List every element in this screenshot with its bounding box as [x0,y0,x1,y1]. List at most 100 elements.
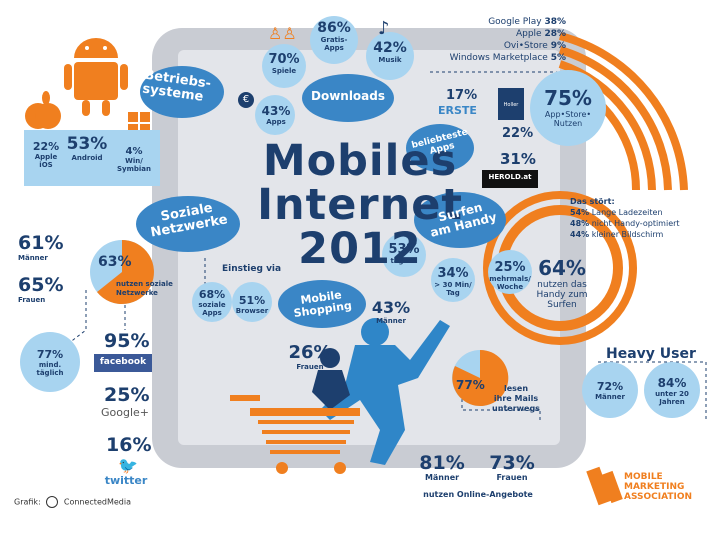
win-value: 4% [125,146,143,157]
arc-4 [559,32,688,191]
heavy-young-value: 84% [657,376,687,390]
surf-daily-label: täglich [390,257,418,265]
store-list: Google Play 38% Apple 28% Ovi•Store 9% W… [420,16,566,64]
entry-label: Einstieg via [222,264,282,274]
free-apps-label: Gratis- Apps [320,36,348,52]
mails-label: lesen ihre Mails unterwegs [492,384,540,413]
games-value: 70% [268,52,300,67]
shopper-figure-2 [312,348,350,410]
surf-weekly-value: 25% [494,260,526,275]
google-value: 25% [104,384,150,406]
downloads-label: Downloads [310,89,386,103]
mma-text: MOBILE MARKETING ASSOCIATION [624,472,693,502]
app-store-label: App•Store• Nutzen [544,110,592,128]
shopper-figure [320,318,450,465]
apple-label: Apple iOS [34,153,58,169]
shopping-men-label: Männer [376,317,406,325]
store-item: Google Play 38% [488,17,566,27]
music-note-icon: ♪ [378,18,390,39]
holler-badge [498,88,524,120]
shopping-cart-icon [230,395,360,474]
title-line-2: Internet [257,180,463,230]
win-label: Win/ Symbian [116,157,151,173]
disturbance-item: 44% kleiner Bildschirm [570,230,664,239]
android-logo [64,38,128,116]
games-label: Spiele [271,67,297,75]
online-caption: nutzen Online-Angebote [423,490,533,499]
credit: Grafik: ConnectedMedia [14,496,131,508]
store-item: Apple 28% [515,29,566,39]
social-men-value: 61% [18,232,64,254]
entry-browser-value: 51% [238,294,266,307]
app-store-value: 75% [544,86,592,110]
facebook-logo: facebook [99,357,147,367]
title-year: 2012 [298,224,422,274]
herold-logo: HEROLD.at [488,173,532,181]
twitter-value: 16% [106,434,152,456]
shopping-women-value: 26% [288,342,332,363]
store-item: Windows Marketplace 5% [449,53,566,63]
social-use-label: nutzen soziale Netzwerke [116,280,173,297]
facebook-value: 95% [104,330,150,352]
heavy-men-value: 72% [596,380,624,393]
herold-badge [482,170,538,188]
holler-value: 22% [502,126,534,141]
surf-min-label: > 30 Min/ Tag [434,281,472,297]
android-label: Android [71,154,103,162]
online-women-label: Frauen [496,473,528,482]
shopping-women-label: Frauen [296,363,324,371]
entry-apps-value: 68% [198,288,226,301]
heavy-men-label: Männer [595,393,625,401]
erste-logo: ERSTE [438,104,477,117]
windows-logo [128,112,150,134]
shopping-men-value: 43% [371,298,411,317]
store-item: Ovi•Store 9% [503,41,566,51]
social-women-value: 65% [18,274,64,296]
holler-logo: Holler [503,102,519,108]
disturbance-heading: Das stört: [570,197,615,206]
entry-apps-label: soziale Apps [198,301,226,317]
surf-weekly-label: mehrmals/ Woche [489,275,531,291]
entry-browser-label: Browser [235,307,269,315]
surf-min-value: 34% [437,266,469,281]
google-logo: Google+ [100,406,149,419]
disturbance-item: 48% nicht Handy-optimiert [570,219,680,228]
social-men-label: Männer [18,254,48,262]
herold-value: 31% [500,150,536,168]
mails-value: 77% [456,378,485,392]
paid-apps-label: Apps [266,118,286,126]
disturbance-item: 54% Lange Ladezeiten [570,208,663,217]
mails-pie-slice [452,349,509,406]
heavy-user-label: Heavy User [606,346,696,362]
twitter-logo: twitter [104,474,148,487]
apple-value: 22% [32,140,60,153]
arc-3 [558,46,672,191]
surf-phone-value: 64% [538,256,586,280]
twitter-bird-icon: 🐦 [118,456,138,475]
online-men-value: 81% [419,452,465,474]
social-daily-label: mind. täglich [36,361,64,377]
free-apps-value: 86% [317,20,351,36]
disturbance-list: Das stört: 54% Lange Ladezeiten 48% nich… [570,196,680,240]
social-daily-value: 77% [36,348,64,361]
erste-value: 17% [446,88,478,103]
apple-logo [25,91,61,129]
surf-phone-label: nutzen das Handy zum Surfen [536,280,588,310]
credit-prefix: Grafik: [14,497,41,507]
credit-name: ConnectedMedia [63,497,131,507]
facebook-badge [94,354,152,372]
ring-2 [483,191,637,345]
euro-icon: € [238,92,254,108]
games-icon: ♙♙ [268,24,297,43]
surf-daily-value: 53% [388,242,420,257]
social-pie-slice [97,240,154,304]
title-line-1: Mobiles [262,136,458,186]
online-women-value: 73% [489,452,535,474]
music-label: Musik [378,56,402,64]
android-value: 53% [66,134,108,154]
social-use-value: 63% [98,254,132,270]
social-women-label: Frauen [18,296,46,304]
mma-logo [586,466,623,506]
